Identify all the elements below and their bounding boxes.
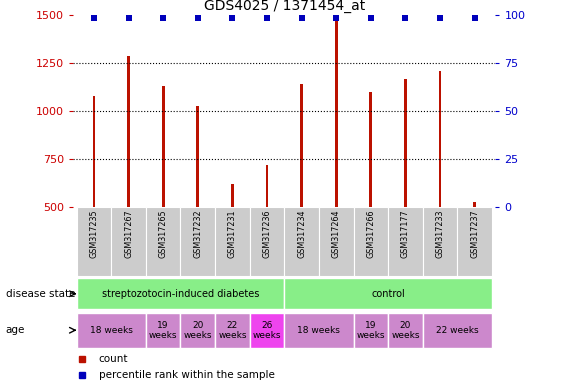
Bar (284, 207, 319, 276)
Point (228, 15, 237, 21)
Text: 22 weeks: 22 weeks (436, 326, 479, 335)
Text: GSM317234: GSM317234 (297, 209, 306, 258)
Title: GDS4025 / 1371454_at: GDS4025 / 1371454_at (204, 0, 365, 13)
Text: control: control (371, 289, 405, 299)
Bar (319, 207, 354, 276)
Bar (77, 207, 111, 276)
Bar (77, 278, 284, 310)
Text: GSM317265: GSM317265 (159, 209, 168, 258)
Bar (127, 56, 130, 207)
Bar (162, 86, 164, 207)
Text: GSM317235: GSM317235 (90, 209, 99, 258)
Text: GSM317177: GSM317177 (401, 209, 410, 258)
Point (193, 15, 202, 21)
Text: GSM317267: GSM317267 (124, 209, 133, 258)
Bar (250, 207, 284, 276)
Bar (404, 79, 407, 207)
Point (159, 15, 168, 21)
Point (367, 15, 376, 21)
Bar (92, 96, 95, 207)
Text: 22
weeks: 22 weeks (218, 321, 247, 340)
Bar (215, 207, 250, 276)
Text: GSM317231: GSM317231 (228, 209, 237, 258)
Text: disease state: disease state (6, 289, 75, 299)
Bar (457, 207, 492, 276)
Bar (300, 84, 303, 207)
Bar (181, 207, 215, 276)
Bar (231, 184, 234, 207)
Text: count: count (99, 354, 128, 364)
Bar (354, 207, 388, 276)
Text: 26
weeks: 26 weeks (253, 321, 282, 340)
Text: percentile rank within the sample: percentile rank within the sample (99, 370, 274, 381)
Text: 20
weeks: 20 weeks (184, 321, 212, 340)
Bar (388, 313, 423, 348)
Point (332, 15, 341, 21)
Text: GSM317264: GSM317264 (332, 209, 341, 258)
Bar (146, 313, 181, 348)
Point (470, 15, 479, 21)
Bar (250, 313, 284, 348)
Bar (284, 278, 492, 310)
Bar (369, 92, 372, 207)
Text: GSM317233: GSM317233 (436, 209, 445, 258)
Bar (77, 313, 146, 348)
Text: age: age (6, 325, 25, 335)
Bar (423, 313, 492, 348)
Bar (439, 71, 441, 207)
Bar (423, 207, 457, 276)
Point (401, 15, 410, 21)
Text: 18 weeks: 18 weeks (297, 326, 341, 335)
Bar (354, 313, 388, 348)
Bar (181, 313, 215, 348)
Text: 18 weeks: 18 weeks (90, 326, 133, 335)
Point (124, 15, 133, 21)
Bar (196, 106, 199, 207)
Text: GSM317232: GSM317232 (193, 209, 202, 258)
Bar (335, 21, 338, 207)
Text: GSM317237: GSM317237 (470, 209, 479, 258)
Text: 20
weeks: 20 weeks (391, 321, 419, 340)
Point (262, 15, 271, 21)
Point (436, 15, 445, 21)
Bar (266, 165, 269, 207)
Text: 19
weeks: 19 weeks (149, 321, 177, 340)
Bar (111, 207, 146, 276)
Bar (388, 207, 423, 276)
Text: GSM317266: GSM317266 (367, 209, 376, 258)
Bar (146, 207, 181, 276)
Bar (284, 313, 354, 348)
Text: streptozotocin-induced diabetes: streptozotocin-induced diabetes (102, 289, 259, 299)
Text: GSM317236: GSM317236 (262, 209, 271, 258)
Bar (473, 202, 476, 207)
Point (297, 15, 306, 21)
Text: 19
weeks: 19 weeks (356, 321, 385, 340)
Bar (215, 313, 250, 348)
Point (90, 15, 99, 21)
